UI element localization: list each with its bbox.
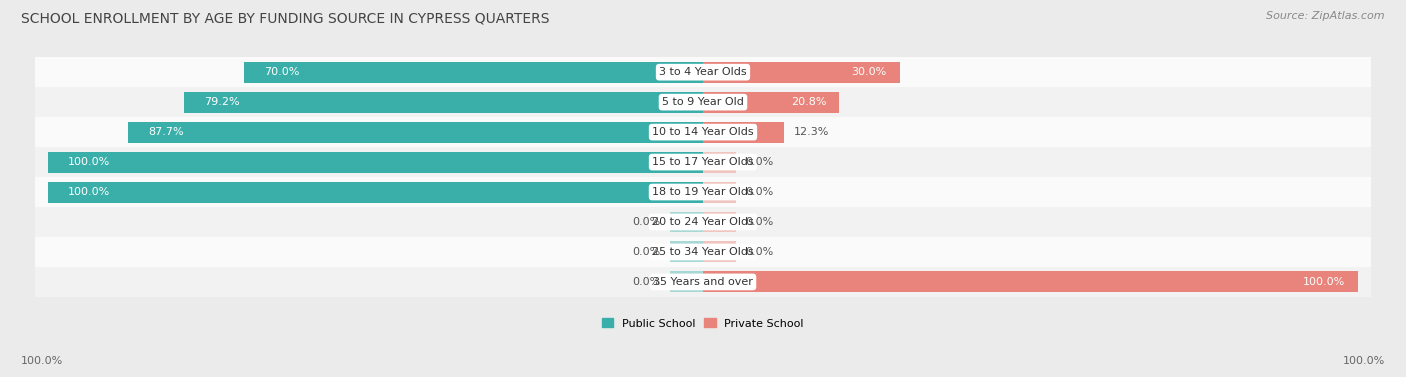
Text: 20 to 24 Year Olds: 20 to 24 Year Olds	[652, 217, 754, 227]
Text: 0.0%: 0.0%	[745, 247, 773, 257]
Bar	[703, 152, 735, 173]
Bar	[671, 271, 703, 293]
Text: 15 to 17 Year Olds: 15 to 17 Year Olds	[652, 157, 754, 167]
Bar	[703, 182, 735, 202]
Bar	[35, 237, 1371, 267]
Bar	[703, 62, 900, 83]
Legend: Public School, Private School: Public School, Private School	[598, 314, 808, 333]
Bar	[703, 241, 735, 262]
Bar	[703, 122, 783, 143]
Text: 100.0%: 100.0%	[1303, 277, 1346, 287]
Bar	[35, 147, 1371, 177]
Text: 18 to 19 Year Olds: 18 to 19 Year Olds	[652, 187, 754, 197]
Bar	[35, 267, 1371, 297]
Text: 30.0%: 30.0%	[851, 67, 886, 77]
Bar	[48, 152, 703, 173]
Bar	[35, 177, 1371, 207]
Text: 35 Years and over: 35 Years and over	[652, 277, 754, 287]
Text: 3 to 4 Year Olds: 3 to 4 Year Olds	[659, 67, 747, 77]
Bar	[671, 211, 703, 233]
Text: 0.0%: 0.0%	[633, 247, 661, 257]
Text: 0.0%: 0.0%	[633, 277, 661, 287]
Text: 70.0%: 70.0%	[264, 67, 299, 77]
Bar	[35, 87, 1371, 117]
Text: 0.0%: 0.0%	[633, 217, 661, 227]
Text: 0.0%: 0.0%	[745, 217, 773, 227]
Text: 10 to 14 Year Olds: 10 to 14 Year Olds	[652, 127, 754, 137]
Bar	[35, 57, 1371, 87]
Text: SCHOOL ENROLLMENT BY AGE BY FUNDING SOURCE IN CYPRESS QUARTERS: SCHOOL ENROLLMENT BY AGE BY FUNDING SOUR…	[21, 11, 550, 25]
Text: 0.0%: 0.0%	[745, 157, 773, 167]
Text: 100.0%: 100.0%	[67, 187, 110, 197]
Text: 100.0%: 100.0%	[1343, 356, 1385, 366]
Bar	[245, 62, 703, 83]
Text: 100.0%: 100.0%	[21, 356, 63, 366]
Bar	[35, 117, 1371, 147]
Text: 12.3%: 12.3%	[793, 127, 828, 137]
Bar	[35, 207, 1371, 237]
Text: 20.8%: 20.8%	[790, 97, 827, 107]
Bar	[184, 92, 703, 113]
Text: Source: ZipAtlas.com: Source: ZipAtlas.com	[1267, 11, 1385, 21]
Bar	[703, 271, 1358, 293]
Text: 0.0%: 0.0%	[745, 187, 773, 197]
Text: 25 to 34 Year Olds: 25 to 34 Year Olds	[652, 247, 754, 257]
Text: 5 to 9 Year Old: 5 to 9 Year Old	[662, 97, 744, 107]
Bar	[703, 92, 839, 113]
Bar	[128, 122, 703, 143]
Text: 87.7%: 87.7%	[148, 127, 184, 137]
Bar	[671, 241, 703, 262]
Bar	[48, 182, 703, 202]
Text: 79.2%: 79.2%	[204, 97, 239, 107]
Text: 100.0%: 100.0%	[67, 157, 110, 167]
Bar	[703, 211, 735, 233]
